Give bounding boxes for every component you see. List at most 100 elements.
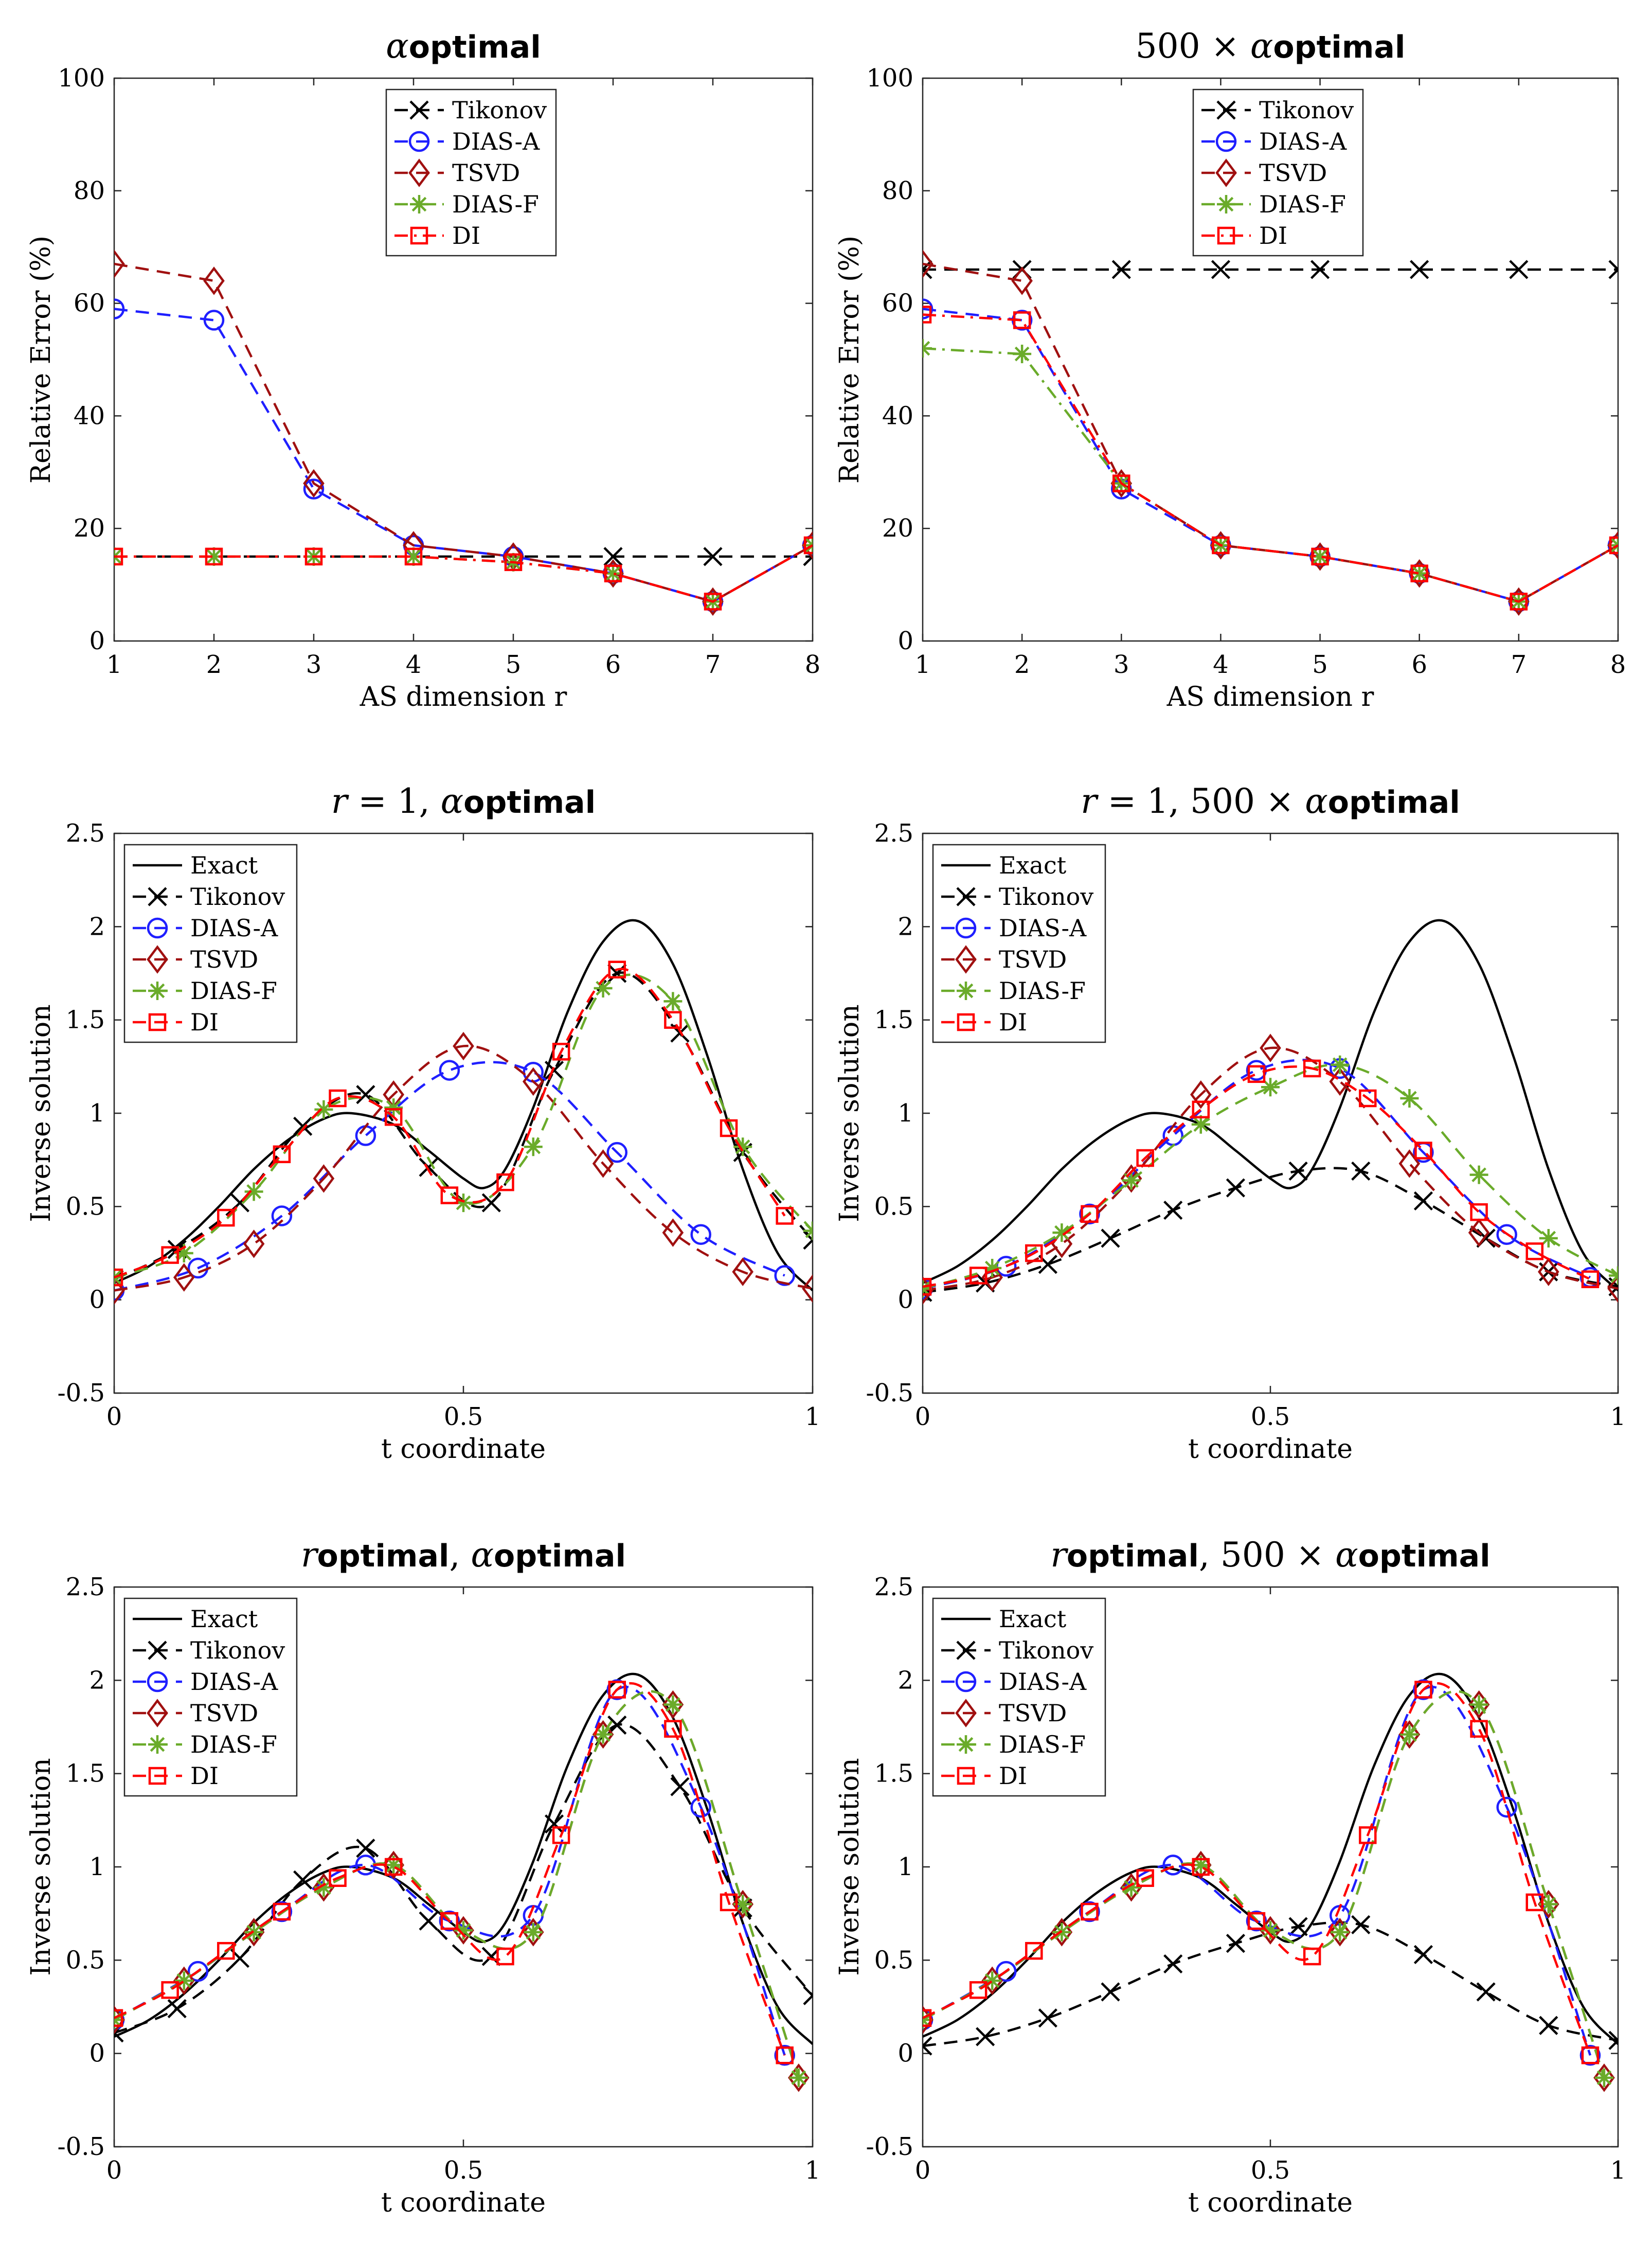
series-line-tsvd <box>923 1046 1618 1292</box>
legend-label-dias_f: DIAS-F <box>1259 190 1346 218</box>
y-tick-label: -0.5 <box>57 2132 105 2161</box>
marker-tsvd <box>243 1230 265 1258</box>
marker-dias_a <box>923 298 933 319</box>
marker-dias_f <box>604 564 622 583</box>
x-tick-label: 1 <box>915 650 931 679</box>
marker-di <box>205 547 223 566</box>
legend-marker-tsvd <box>955 1699 977 1727</box>
marker-di <box>440 1912 459 1930</box>
marker-tsvd <box>1011 266 1033 295</box>
marker-tikonov <box>1101 1982 1120 2002</box>
legend-label-dias_a: DIAS-A <box>190 914 278 942</box>
x-tick-label: 0.5 <box>1251 2156 1290 2185</box>
marker-di <box>384 1108 403 1126</box>
legend: Exact Tikonov DIAS-A TSVD DIAS-F DI <box>123 844 298 1043</box>
marker-tikonov <box>1351 1161 1371 1181</box>
y-axis-label: Inverse solution <box>834 1758 865 1975</box>
chart-title: r = 1, αoptimal <box>331 781 596 821</box>
legend: Exact Tikonov DIAS-A TSVD DIAS-F DI <box>932 844 1106 1043</box>
marker-dias_f <box>524 1922 543 1941</box>
marker-dias_f <box>1122 1878 1141 1897</box>
marker-di <box>664 1011 682 1029</box>
marker-tsvd <box>1468 1690 1490 1719</box>
marker-dias_f <box>174 1971 193 1990</box>
marker-di <box>704 593 722 611</box>
legend-marker-tikonov <box>409 100 429 120</box>
series-line-tsvd <box>114 1044 813 1292</box>
x-tick-label: 7 <box>1511 650 1527 679</box>
marker-di <box>1247 1912 1266 1930</box>
x-tick-label: 0 <box>915 1402 931 1431</box>
legend-marker-tsvd <box>1215 158 1237 187</box>
legend-label-tsvd: TSVD <box>190 1699 258 1727</box>
marker-di <box>1359 1826 1377 1844</box>
chart-title: r = 1, 500 × αoptimal <box>1081 781 1460 821</box>
marker-tikonov <box>1226 1934 1245 1953</box>
marker-dias_f <box>1122 1171 1141 1190</box>
y-tick-label: 40 <box>882 401 913 430</box>
legend-marker-tikonov <box>148 1641 167 1660</box>
marker-di <box>1410 564 1428 582</box>
marker-dias_f <box>1469 1165 1488 1184</box>
marker-dias_f <box>1410 564 1429 583</box>
chart-title: 500 × αoptimal <box>1136 26 1406 66</box>
legend-label-di: DI <box>999 1008 1027 1036</box>
x-tick-label: 4 <box>406 650 422 679</box>
legend-box <box>932 844 1106 1043</box>
legend-marker-tikonov <box>1216 100 1236 120</box>
series-group <box>114 250 813 616</box>
marker-dias_f <box>1013 345 1032 364</box>
y-tick-label: 100 <box>58 64 105 93</box>
x-tick-label: 8 <box>1610 650 1626 679</box>
y-tick-label: 0.5 <box>66 1946 105 1974</box>
marker-tsvd <box>522 1067 544 1096</box>
marker-tikonov <box>976 2027 995 2046</box>
marker-dias_a <box>439 1060 460 1081</box>
legend-label-tsvd: TSVD <box>999 1699 1067 1727</box>
marker-dias_a <box>774 2045 795 2066</box>
marker-dias_a <box>1079 1901 1100 1922</box>
marker-dias_a <box>774 1265 795 1286</box>
marker-di <box>720 1119 738 1137</box>
series-line-dias_f <box>923 347 1618 603</box>
marker-di <box>114 2009 123 2027</box>
x-tick-label: 0 <box>915 2156 931 2185</box>
series-line-di <box>923 1065 1591 1288</box>
marker-dias_f <box>1191 1856 1210 1875</box>
marker-tsvd <box>173 1263 195 1292</box>
marker-dias_f <box>663 1695 683 1714</box>
marker-tsvd <box>702 587 724 616</box>
marker-dias_f <box>1052 1223 1071 1242</box>
legend-label-tsvd: TSVD <box>190 946 258 973</box>
marker-tikonov <box>1413 1945 1433 1965</box>
marker-dias_f <box>1331 1922 1350 1941</box>
marker-tikonov <box>1226 1178 1245 1198</box>
marker-tsvd <box>1051 1918 1073 1947</box>
y-tick-label: 1.5 <box>66 1759 105 1788</box>
marker-tikonov <box>356 1085 375 1104</box>
legend-label-tsvd: TSVD <box>452 159 520 187</box>
legend-label-di: DI <box>999 1762 1027 1790</box>
y-tick-label: 20 <box>74 514 105 543</box>
marker-dias_f <box>983 1259 1002 1278</box>
series-group <box>923 1672 1618 2092</box>
y-tick-label: 0.5 <box>874 1192 913 1221</box>
marker-tsvd <box>1329 1918 1351 1947</box>
y-tick-label: -0.5 <box>57 1379 105 1407</box>
y-tick-label: 2 <box>897 1666 913 1695</box>
marker-tikonov <box>1163 1200 1183 1220</box>
y-tick-label: 100 <box>866 64 913 93</box>
marker-tikonov <box>670 1777 690 1796</box>
marker-tsvd <box>1190 1850 1212 1880</box>
legend-label-tikonov: Tikonov <box>190 1636 285 1664</box>
marker-di <box>161 1981 179 1999</box>
marker-di <box>440 1186 459 1204</box>
marker-dias_f <box>205 547 223 566</box>
marker-dias_a <box>606 1142 628 1163</box>
marker-dias_f <box>1331 1055 1350 1074</box>
chart-panel-6: 0 0.5 1-0.500.511.522.5t coordinateInverse… <box>834 1535 1626 2218</box>
marker-tsvd <box>1537 1257 1559 1287</box>
